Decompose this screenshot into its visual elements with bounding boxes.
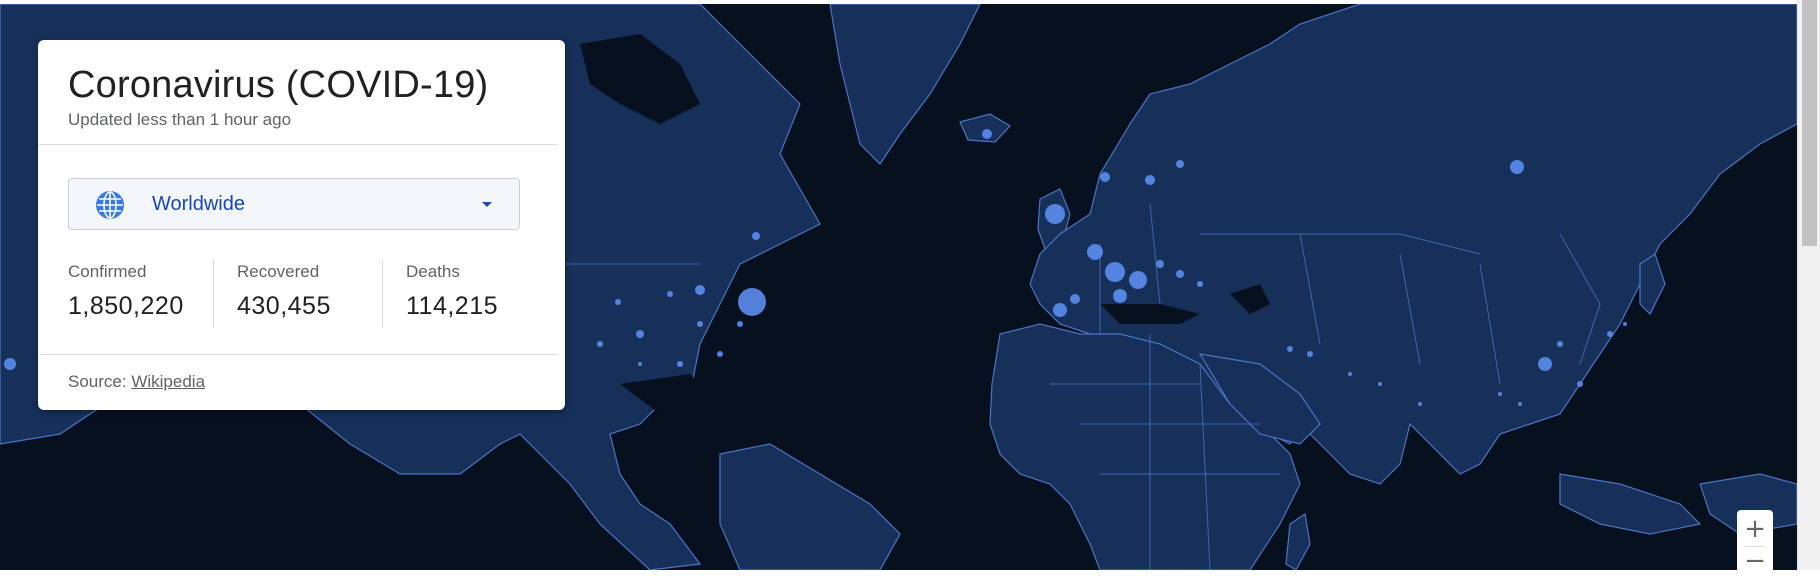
marker-europe-1 (1087, 244, 1103, 260)
marker-us-8 (667, 291, 673, 297)
zoom-controls: + − (1737, 510, 1773, 576)
stat-recovered: Recovered 430,455 (237, 262, 331, 321)
marker-sweden (1145, 175, 1155, 185)
stat-label: Recovered (237, 262, 320, 281)
marker-europe-2 (1105, 262, 1125, 282)
land-arabia (1198, 353, 1321, 445)
marker-us-6 (717, 351, 723, 357)
marker-europe-4 (1113, 289, 1127, 303)
marker-europe-8 (1197, 281, 1203, 287)
scrollbar-thumb[interactable] (1802, 0, 1817, 246)
land-madagascar (1285, 512, 1311, 570)
marker-europe-7 (1176, 270, 1184, 278)
marker-asia-2 (1307, 351, 1313, 357)
zoom-in-button[interactable]: + (1744, 514, 1766, 544)
marker-europe-5 (1070, 294, 1080, 304)
marker-chicago (695, 285, 705, 295)
marker-uk (1045, 204, 1065, 224)
source-link[interactable]: Wikipedia (131, 372, 206, 391)
stat-label: Confirmed (68, 262, 147, 281)
marker-europe-6 (1156, 260, 1164, 268)
marker-us-1 (615, 299, 621, 305)
stats-card: Coronavirus (COVID-19) Updated less than… (38, 40, 565, 410)
marker-us-9 (737, 321, 743, 327)
stat-value: 1,850,220 (68, 292, 184, 320)
marker-asia-3 (1348, 372, 1352, 376)
marker-us-4 (597, 341, 603, 347)
card-title: Coronavirus (COVID-19) (68, 64, 489, 106)
marker-toronto (752, 232, 760, 240)
divider-bottom (38, 354, 558, 355)
inland-water (580, 34, 1270, 424)
marker-china (1538, 357, 1552, 371)
stat-value: 430,455 (237, 292, 331, 320)
updated-text: Updated less than 1 hour ago (68, 110, 292, 129)
marker-asia-5 (1418, 402, 1422, 406)
marker-norway (1100, 172, 1110, 182)
zoom-out-button[interactable]: − (1744, 546, 1766, 576)
marker-asia-6 (1557, 341, 1563, 347)
source-label: Source: (68, 372, 127, 391)
divider-top (38, 144, 558, 145)
case-markers (4, 129, 1627, 406)
land-africa (989, 323, 1301, 570)
marker-west-us (4, 358, 16, 370)
marker-us-3 (697, 321, 703, 327)
marker-iceland (982, 129, 992, 139)
globe-icon (94, 189, 126, 226)
stat-separator (213, 260, 214, 328)
marker-finland (1176, 160, 1184, 168)
marker-us-12 (638, 362, 642, 366)
land-greenland (829, 4, 981, 165)
marker-new-york (738, 288, 766, 316)
land-japan (1639, 253, 1666, 316)
chevron-down-icon (482, 202, 492, 207)
stat-label: Deaths (406, 262, 460, 281)
marker-us-7 (677, 361, 683, 367)
stat-value: 114,215 (406, 292, 499, 320)
marker-asia-7 (1577, 381, 1583, 387)
marker-us-2 (636, 330, 644, 338)
marker-asia-1 (1287, 346, 1293, 352)
marker-europe-3 (1129, 271, 1147, 289)
stat-deaths: Deaths 114,215 (406, 262, 498, 321)
region-selected-label: Worldwide (152, 193, 245, 215)
marker-asia-8 (1607, 331, 1613, 337)
marker-asia-9 (1623, 322, 1627, 326)
marker-asia-10 (1498, 392, 1502, 396)
region-selector[interactable]: Worldwide (68, 178, 520, 230)
land-indonesia (1559, 473, 1702, 535)
land-iceland (959, 113, 1011, 143)
page-scrollbar[interactable] (1797, 0, 1820, 570)
marker-asia-11 (1518, 402, 1522, 406)
marker-russia (1510, 160, 1524, 174)
stat-separator (382, 260, 383, 328)
zoom-separator (1745, 546, 1765, 547)
source-line: Source: Wikipedia (68, 372, 205, 392)
land-south-america (719, 443, 901, 570)
marker-spain (1053, 303, 1067, 317)
marker-asia-4 (1378, 382, 1382, 386)
stat-confirmed: Confirmed 1,850,220 (68, 262, 184, 321)
